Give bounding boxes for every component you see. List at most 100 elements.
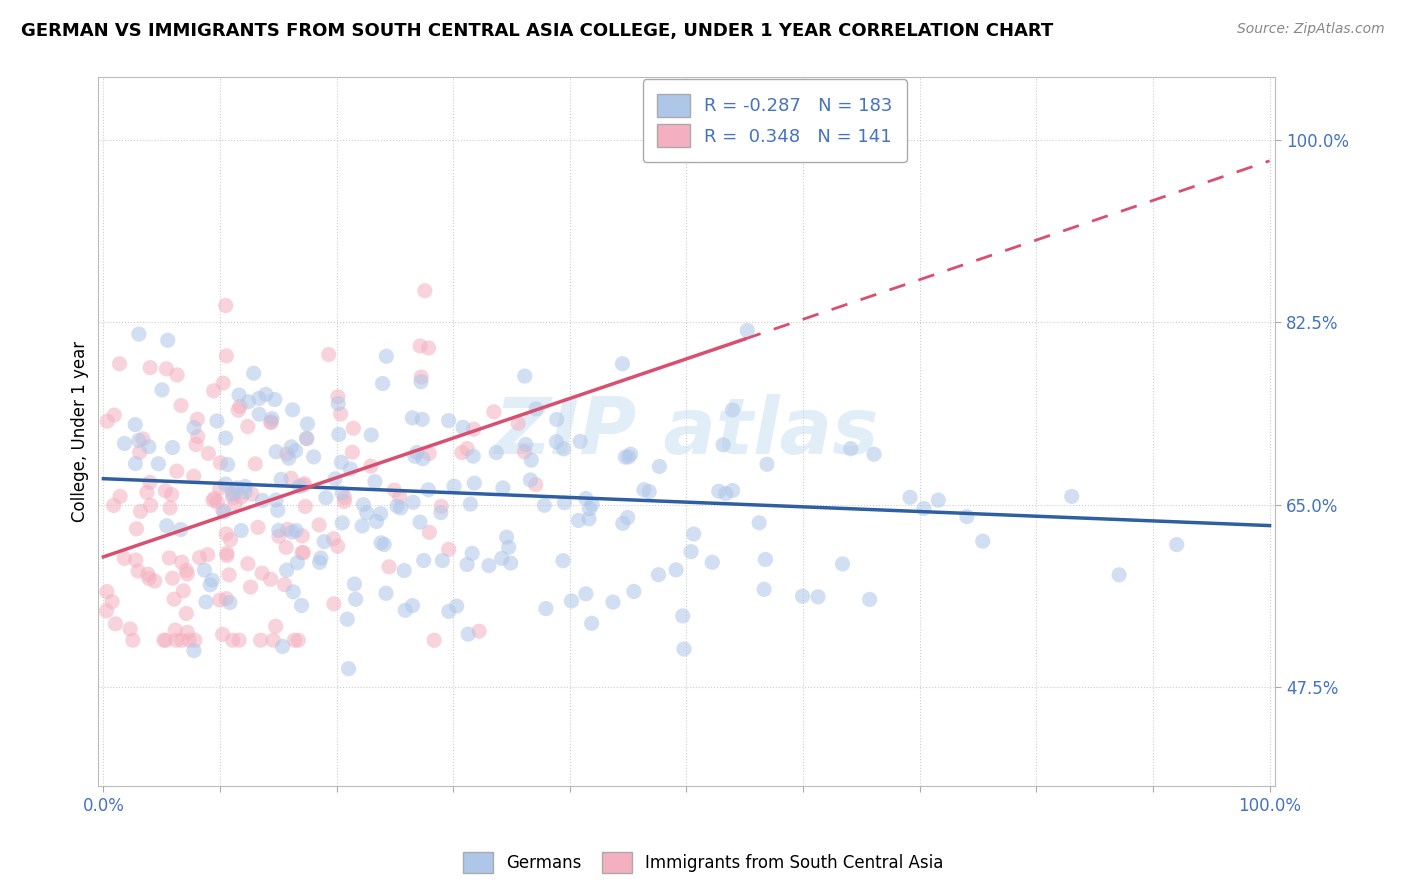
Point — [242, 366, 264, 380]
Point — [108, 489, 131, 503]
Point — [328, 427, 350, 442]
Point — [575, 587, 598, 601]
Point — [430, 506, 453, 520]
Point — [294, 500, 316, 514]
Point — [364, 475, 387, 489]
Point — [602, 595, 624, 609]
Point — [463, 476, 485, 491]
Point — [96, 414, 118, 428]
Point — [672, 642, 695, 657]
Point — [208, 593, 231, 607]
Point — [492, 481, 515, 495]
Point — [184, 633, 207, 648]
Point — [322, 597, 344, 611]
Point — [165, 633, 187, 648]
Point — [236, 557, 259, 571]
Point — [485, 445, 508, 459]
Point — [617, 450, 640, 464]
Point — [648, 459, 671, 474]
Point — [128, 327, 150, 342]
Point — [112, 551, 135, 566]
Point — [215, 299, 238, 313]
Point — [200, 578, 222, 592]
Point — [236, 419, 259, 434]
Point — [267, 524, 290, 538]
Point — [342, 421, 364, 435]
Point — [356, 506, 378, 520]
Point — [418, 446, 440, 460]
Point — [927, 493, 949, 508]
Point — [292, 546, 315, 560]
Point — [245, 457, 267, 471]
Point — [188, 550, 211, 565]
Point — [612, 516, 634, 531]
Point — [382, 483, 405, 497]
Point — [228, 633, 250, 648]
Point — [378, 559, 401, 574]
Point — [409, 339, 432, 353]
Point — [252, 493, 274, 508]
Point — [553, 442, 575, 456]
Point — [546, 434, 568, 449]
Point — [218, 567, 240, 582]
Point — [125, 522, 148, 536]
Point — [208, 481, 231, 495]
Point — [326, 539, 349, 553]
Point — [138, 440, 160, 454]
Point — [863, 447, 886, 461]
Point — [184, 437, 207, 451]
Point — [274, 541, 297, 555]
Point — [103, 408, 125, 422]
Point — [219, 533, 242, 547]
Point — [215, 349, 238, 363]
Text: ZIP atlas: ZIP atlas — [495, 393, 879, 470]
Point — [623, 584, 645, 599]
Point — [560, 594, 582, 608]
Point — [491, 551, 513, 566]
Point — [373, 537, 395, 551]
Point — [389, 500, 412, 515]
Point — [233, 485, 256, 500]
Point — [132, 432, 155, 446]
Point — [318, 348, 340, 362]
Point — [1060, 489, 1083, 503]
Point — [170, 633, 193, 648]
Point — [839, 442, 862, 456]
Point — [183, 643, 205, 657]
Point — [498, 541, 520, 555]
Point — [418, 525, 440, 540]
Point — [285, 556, 308, 570]
Point — [205, 414, 228, 428]
Point — [524, 477, 547, 491]
Point — [406, 445, 429, 459]
Point — [176, 625, 198, 640]
Point — [166, 368, 188, 382]
Point — [156, 518, 179, 533]
Point — [315, 491, 337, 505]
Point — [246, 520, 269, 534]
Point — [534, 601, 557, 615]
Point — [143, 574, 166, 588]
Point — [194, 595, 217, 609]
Point — [513, 369, 536, 384]
Point — [155, 483, 177, 498]
Point — [375, 586, 398, 600]
Point — [322, 532, 344, 546]
Point — [202, 384, 225, 398]
Point — [214, 431, 236, 445]
Point — [344, 592, 367, 607]
Point — [412, 553, 434, 567]
Point — [297, 417, 319, 431]
Point — [360, 459, 382, 474]
Point — [273, 577, 295, 591]
Point — [283, 585, 305, 599]
Point — [329, 407, 352, 421]
Point — [682, 527, 704, 541]
Point — [193, 563, 215, 577]
Point — [247, 392, 270, 406]
Point — [714, 486, 737, 500]
Point — [250, 566, 273, 580]
Point — [96, 604, 118, 618]
Point — [330, 455, 353, 469]
Point — [366, 515, 388, 529]
